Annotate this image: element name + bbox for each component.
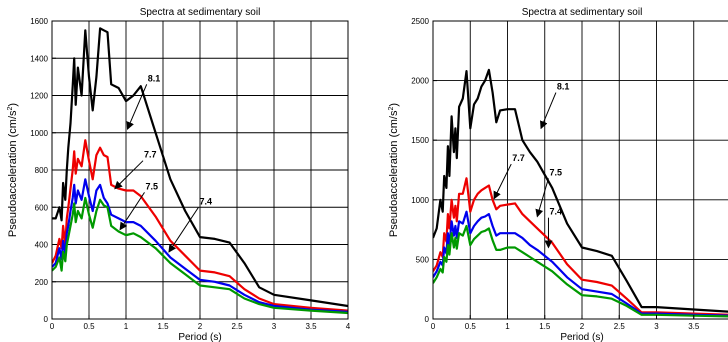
series-group: [52, 27, 348, 315]
series-line-7-4: [433, 224, 728, 318]
annotation-arrow: [535, 178, 549, 218]
annotation-arrow: [119, 192, 145, 231]
y-tick-label: 1200: [30, 92, 48, 101]
y-tick-label: 0: [44, 315, 49, 324]
annotation-7-7: 7.7: [114, 150, 157, 190]
series-line-7-5: [52, 178, 348, 313]
annotation-arrow: [540, 92, 557, 130]
annotation-label: 7.4: [549, 207, 562, 217]
y-tick-label: 1000: [411, 196, 429, 205]
annotation-7-5: 7.5: [535, 167, 562, 218]
annotation-arrow: [168, 206, 199, 253]
annotation-8-1: 8.1: [540, 82, 570, 130]
y-tick-label: 1400: [30, 54, 48, 63]
x-tick-label: 1.5: [539, 322, 551, 331]
y-tick-label: 2500: [411, 17, 429, 26]
y-tick-label: 500: [416, 255, 430, 264]
x-tick-label: 3.5: [688, 322, 700, 331]
chart-1: 0 0.5 1 1.5 2 2.5 3 3.5 4 0 200 400 600 800 1000 1200 14…: [7, 7, 351, 342]
x-axis-label: Period (s): [178, 332, 221, 342]
annotation-arrow: [114, 160, 144, 190]
annotation-7-5: 7.5: [119, 181, 159, 231]
y-tick-label: 200: [35, 278, 49, 287]
x-tick-label: 2.5: [614, 322, 626, 331]
annotation-label: 7.4: [200, 196, 213, 206]
x-tick-label: 4: [346, 322, 351, 331]
x-tick-label: 1.5: [157, 322, 169, 331]
annotation-label: 7.5: [146, 181, 159, 191]
y-tick-label: 1600: [30, 17, 48, 26]
x-tick-label: 0.5: [83, 322, 95, 331]
annotation-arrow: [493, 163, 512, 200]
x-tick-label: 0.5: [465, 322, 477, 331]
y-tick-label: 1500: [411, 136, 429, 145]
y-axis-label: Pseudoacceleration (cm/s2): [7, 103, 19, 237]
x-tick-label: 3: [272, 322, 277, 331]
annotation-7-4: 7.4: [544, 207, 562, 249]
annotation-label: 8.1: [557, 82, 570, 92]
series-group: [433, 68, 728, 318]
x-tick-label: 3.5: [305, 322, 317, 331]
annotation-7-7: 7.7: [493, 153, 525, 200]
chart-2: 0 0.5 1 1.5 2 2.5 3 3.5 0 500 1000 1500 2000 2500 Spec…: [388, 7, 728, 342]
x-tick-label: 3: [654, 322, 659, 331]
series-line-8-1: [433, 68, 728, 313]
x-tick-label: 2: [198, 322, 203, 331]
x-tick-label: 2.5: [231, 322, 243, 331]
series-line-8-1: [52, 27, 348, 308]
x-tick-label: 1: [505, 322, 510, 331]
grid: [52, 21, 348, 319]
x-tick-label: 2: [580, 322, 585, 331]
y-tick-label: 800: [35, 166, 49, 175]
series-line-7-5: [433, 210, 728, 317]
x-tick-label: 1: [124, 322, 129, 331]
x-axis-label: Period (s): [560, 332, 603, 342]
y-tick-label: 0: [425, 315, 430, 324]
series-line-7-7: [433, 177, 728, 316]
annotation-7-4: 7.4: [168, 196, 213, 253]
annotation-label: 7.7: [512, 153, 525, 163]
series-line-7-7: [52, 139, 348, 312]
y-tick-label: 600: [35, 203, 49, 212]
annotation-label: 7.7: [144, 150, 157, 160]
x-tick-label: 0: [431, 322, 436, 331]
series-line-7-4: [52, 196, 348, 315]
y-tick-label: 1000: [30, 129, 48, 138]
annotation-8-1: 8.1: [126, 73, 161, 130]
annotation-arrow: [126, 84, 148, 130]
chart-title: Spectra at sedimentary soil: [140, 7, 261, 18]
plot-area: [433, 21, 728, 319]
y-axis-label: Pseudoacceleration (cm/s2): [388, 103, 400, 237]
y-tick-label: 400: [35, 241, 49, 250]
annotation-label: 7.5: [549, 167, 562, 177]
chart-title: Spectra at sedimentary soil: [522, 7, 643, 18]
x-tick-label: 0: [50, 322, 55, 331]
y-tick-label: 2000: [411, 77, 429, 86]
annotation-label: 8.1: [148, 73, 161, 83]
